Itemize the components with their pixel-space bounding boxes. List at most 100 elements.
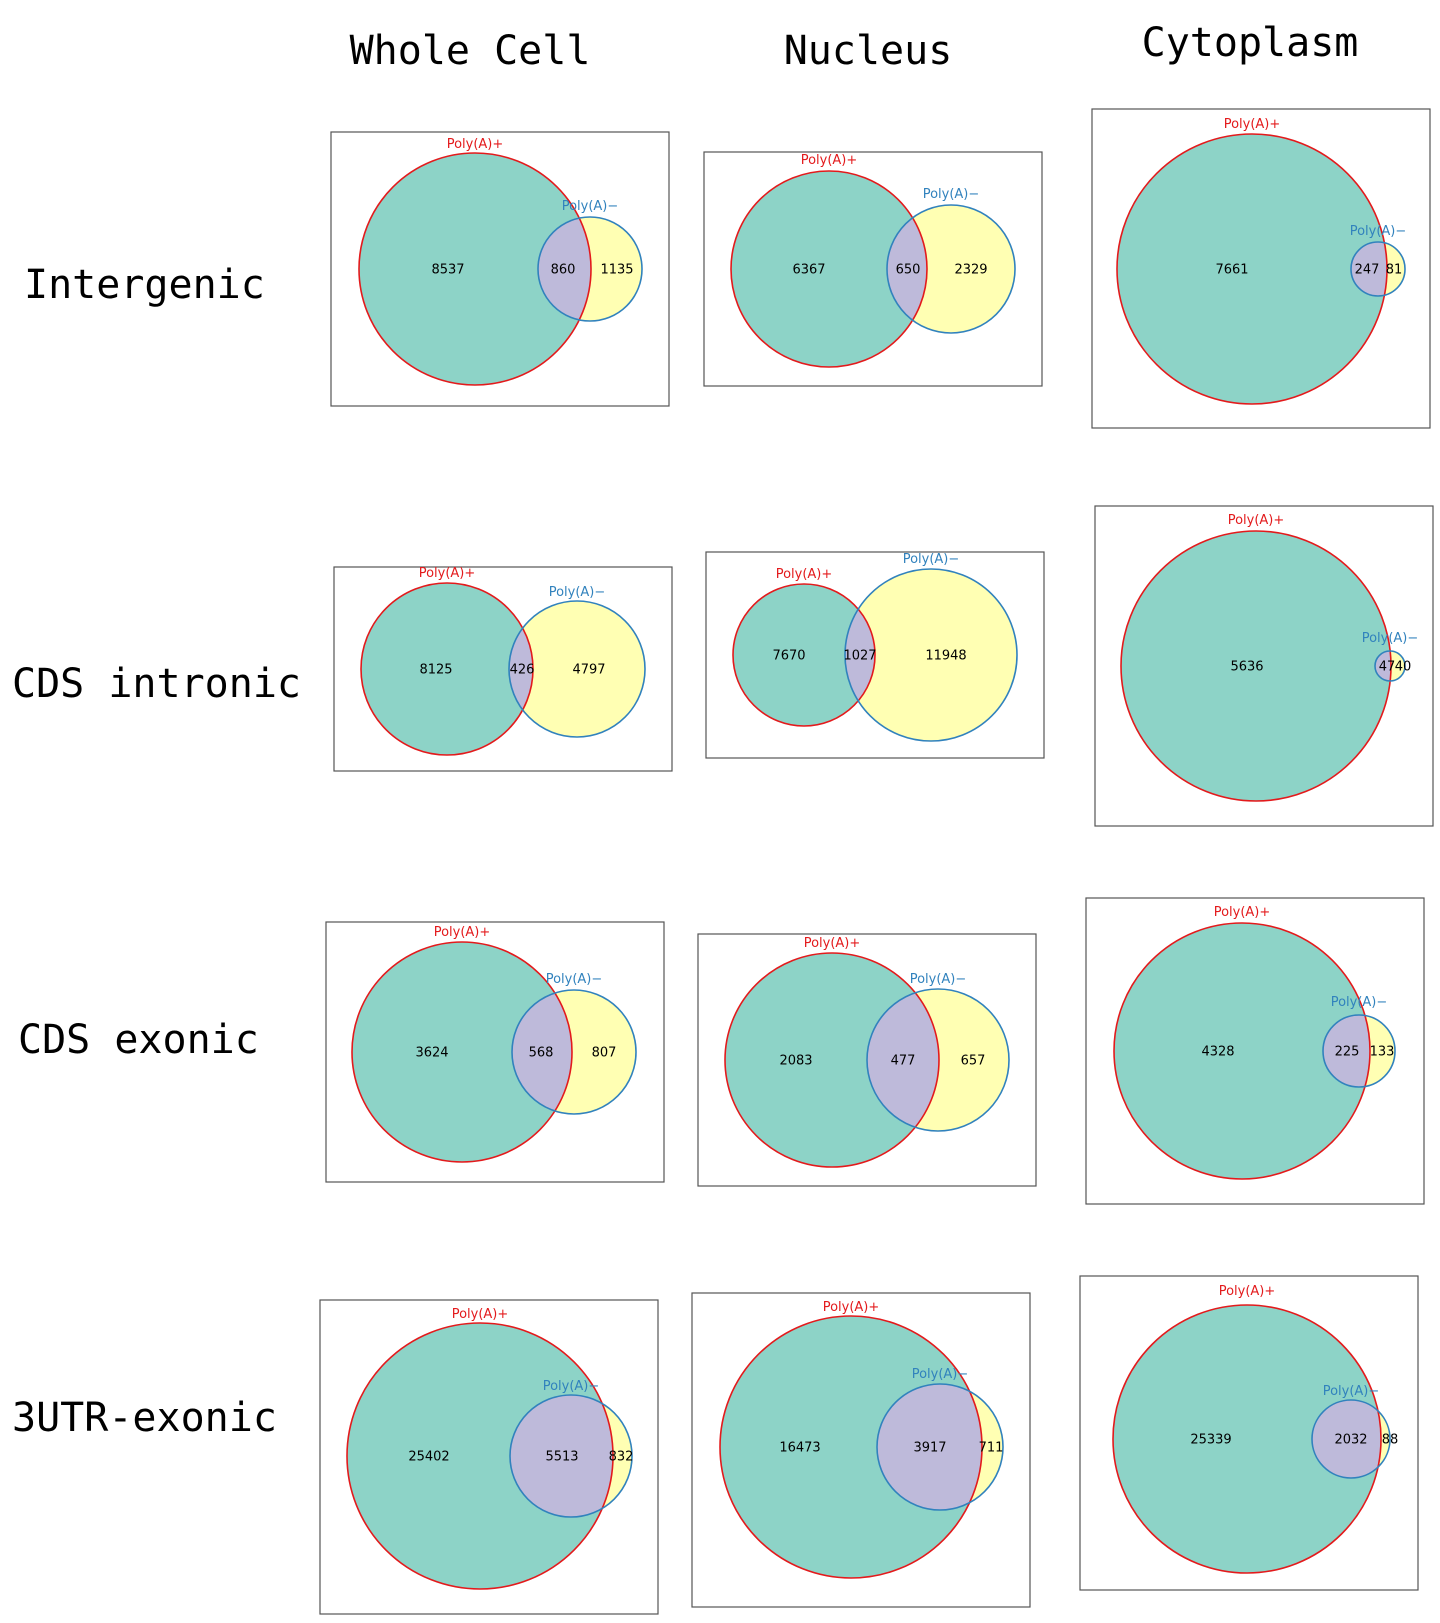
polyA-plus-region xyxy=(359,153,591,385)
overlap-region xyxy=(510,1395,613,1517)
polyA-minus-outline xyxy=(886,204,1016,334)
count-overlap: 860 xyxy=(551,263,576,278)
polyA-plus-label: Poly(A)+ xyxy=(1214,905,1271,920)
polyA-plus-label: Poly(A)+ xyxy=(823,1300,880,1315)
overlap-region xyxy=(1375,651,1391,681)
count-polyA-minus-only: 11948 xyxy=(925,649,966,664)
count-overlap: 426 xyxy=(510,663,535,678)
row-title-cds-exonic: CDS exonic xyxy=(18,1017,259,1063)
count-overlap: 225 xyxy=(1335,1045,1360,1060)
polyA-plus-label: Poly(A)+ xyxy=(447,137,504,152)
polyA-plus-outline xyxy=(1120,530,1392,802)
polyA-plus-outline xyxy=(724,952,940,1168)
row-title-3utr-exonic: 3UTR-exonic xyxy=(12,1395,277,1441)
count-overlap: 650 xyxy=(896,263,921,278)
polyA-minus-label: Poly(A)− xyxy=(562,199,619,214)
polyA-minus-label: Poly(A)− xyxy=(1350,224,1407,239)
polyA-plus-region xyxy=(725,953,939,1167)
polyA-plus-outline xyxy=(358,152,592,386)
polyA-minus-outline xyxy=(1311,1399,1391,1479)
venn-panel-intergenic-cytoplasm: Poly(A)+ Poly(A)− 7661 247 81 xyxy=(1091,108,1431,429)
polyA-plus-region xyxy=(1113,1305,1381,1573)
count-overlap: 247 xyxy=(1355,263,1380,278)
polyA-minus-outline xyxy=(509,1394,633,1518)
count-polyA-plus-only: 25402 xyxy=(408,1450,449,1465)
count-polyA-minus-only: 1135 xyxy=(600,263,633,278)
polyA-plus-label: Poly(A)+ xyxy=(1219,1284,1276,1299)
count-polyA-minus-only: 4797 xyxy=(572,663,605,678)
count-polyA-plus-only: 6367 xyxy=(792,263,825,278)
polyA-plus-label: Poly(A)+ xyxy=(1224,117,1281,132)
polyA-plus-region xyxy=(361,583,533,755)
row-title-cds-intronic: CDS intronic xyxy=(12,661,301,707)
venn-panel-cds-intronic-nucleus: Poly(A)+ Poly(A)− 7670 1027 11948 xyxy=(705,551,1045,759)
polyA-plus-label: Poly(A)+ xyxy=(804,936,861,951)
count-overlap: 5513 xyxy=(545,1450,578,1465)
polyA-minus-outline xyxy=(508,600,646,738)
polyA-plus-region xyxy=(1114,923,1370,1179)
count-polyA-plus-only: 8125 xyxy=(419,663,452,678)
count-polyA-minus-only: 81 xyxy=(1386,263,1403,278)
polyA-minus-label: Poly(A)− xyxy=(923,187,980,202)
count-polyA-plus-only: 2083 xyxy=(779,1054,812,1069)
polyA-plus-outline xyxy=(732,583,876,727)
polyA-minus-outline xyxy=(1322,1014,1396,1088)
polyA-plus-outline xyxy=(730,170,928,368)
polyA-plus-outline xyxy=(719,1315,983,1579)
overlap-region xyxy=(877,1384,982,1510)
polyA-plus-region xyxy=(352,942,572,1162)
count-polyA-minus-only: 40 xyxy=(1395,660,1412,675)
row-title-intergenic: Intergenic xyxy=(24,262,265,308)
venn-panel-3utr-exonic-nucleus: Poly(A)+ Poly(A)− 16473 3917 711 xyxy=(691,1292,1031,1608)
polyA-minus-region xyxy=(509,601,645,737)
venn-panel-3utr-exonic-cytoplasm: Poly(A)+ Poly(A)− 25339 2032 88 xyxy=(1079,1275,1419,1591)
polyA-plus-region xyxy=(720,1316,982,1578)
polyA-minus-label: Poly(A)− xyxy=(546,972,603,987)
venn-panel-intergenic-nucleus: Poly(A)+ Poly(A)− 6367 650 2329 xyxy=(703,151,1043,387)
polyA-plus-region xyxy=(1121,531,1391,801)
count-polyA-plus-only: 4328 xyxy=(1201,1045,1234,1060)
overlap-region xyxy=(1323,1015,1370,1087)
polyA-minus-outline xyxy=(1374,650,1406,682)
count-overlap: 477 xyxy=(891,1054,916,1069)
polyA-plus-outline xyxy=(1116,133,1388,405)
polyA-plus-label: Poly(A)+ xyxy=(776,567,833,582)
polyA-minus-label: Poly(A)− xyxy=(903,552,960,567)
polyA-minus-outline xyxy=(844,568,1018,742)
polyA-plus-outline xyxy=(346,1322,614,1590)
polyA-plus-label: Poly(A)+ xyxy=(419,566,476,581)
polyA-plus-region xyxy=(733,584,875,726)
polyA-plus-outline xyxy=(360,582,534,756)
column-title-whole-cell: Whole Cell xyxy=(350,28,591,74)
polyA-minus-outline xyxy=(537,216,643,322)
count-polyA-plus-only: 5636 xyxy=(1230,660,1263,675)
polyA-plus-label: Poly(A)+ xyxy=(434,925,491,940)
polyA-minus-outline xyxy=(1350,241,1406,297)
count-polyA-minus-only: 88 xyxy=(1382,1433,1399,1448)
count-overlap: 47 xyxy=(1379,660,1396,675)
polyA-minus-label: Poly(A)− xyxy=(1331,995,1388,1010)
overlap-region xyxy=(1351,242,1387,296)
polyA-minus-outline xyxy=(876,1383,1004,1511)
venn-panel-intergenic-whole-cell: Poly(A)+ Poly(A)− 8537 860 1135 xyxy=(330,131,670,407)
count-polyA-minus-only: 807 xyxy=(592,1046,617,1061)
polyA-plus-label: Poly(A)+ xyxy=(801,153,858,168)
polyA-plus-outline xyxy=(351,941,573,1163)
overlap-region xyxy=(887,205,927,333)
polyA-minus-outline xyxy=(511,989,637,1115)
count-polyA-plus-only: 16473 xyxy=(779,1441,820,1456)
overlap-region xyxy=(1312,1400,1381,1478)
count-polyA-plus-only: 3624 xyxy=(415,1046,448,1061)
polyA-plus-label: Poly(A)+ xyxy=(1228,513,1285,528)
polyA-minus-label: Poly(A)− xyxy=(912,1367,969,1382)
polyA-plus-region xyxy=(1117,134,1387,404)
count-overlap: 2032 xyxy=(1334,1433,1367,1448)
overlap-region xyxy=(867,989,939,1131)
overlap-region xyxy=(512,990,572,1114)
polyA-plus-label: Poly(A)+ xyxy=(452,1307,509,1322)
polyA-plus-outline xyxy=(1112,1304,1382,1574)
venn-panel-cds-intronic-cytoplasm: Poly(A)+ Poly(A)− 5636 47 40 xyxy=(1094,505,1434,827)
count-polyA-minus-only: 832 xyxy=(609,1450,634,1465)
venn-panel-cds-exonic-whole-cell: Poly(A)+ Poly(A)− 3624 568 807 xyxy=(325,921,665,1183)
